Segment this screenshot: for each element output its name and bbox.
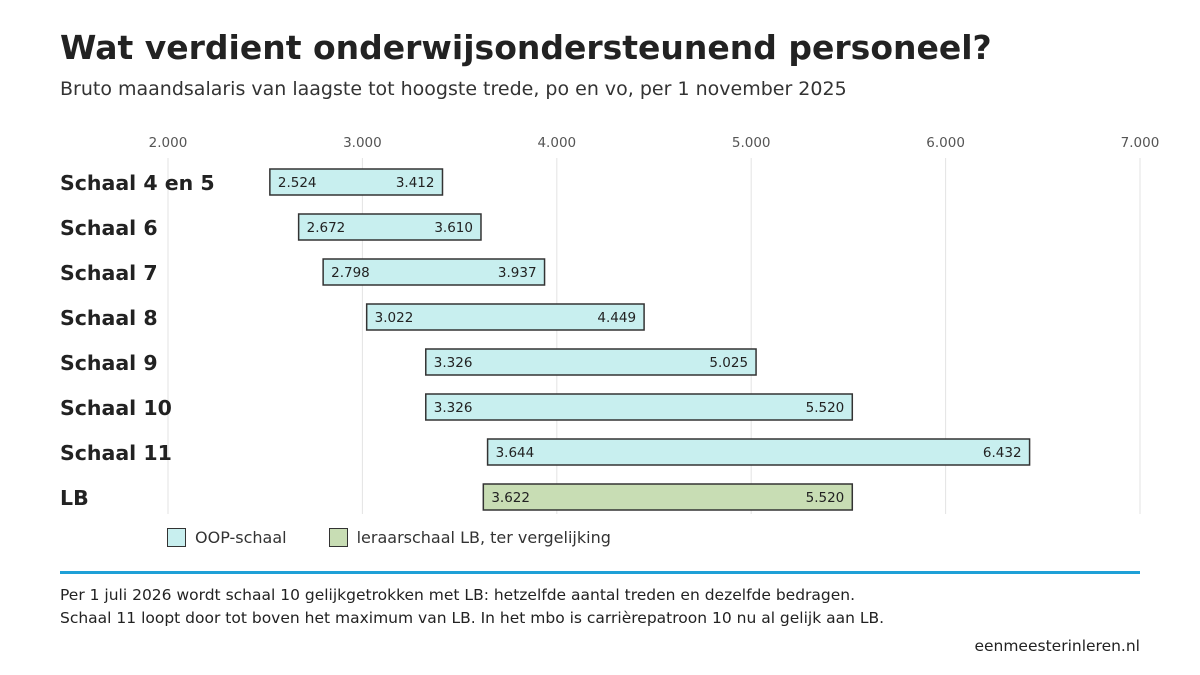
category-label: Schaal 10 xyxy=(60,396,172,420)
range-bar xyxy=(269,168,444,196)
bar-min-label: 2.672 xyxy=(307,220,346,236)
bar-max-label: 5.520 xyxy=(806,490,845,506)
x-tick-label: 5.000 xyxy=(732,135,771,151)
footnote-line-1: Per 1 juli 2026 wordt schaal 10 gelijkge… xyxy=(60,586,856,604)
category-label: LB xyxy=(60,486,89,510)
footnote-line-2: Schaal 11 loopt door tot boven het maxim… xyxy=(60,609,885,627)
bar-max-label: 6.432 xyxy=(983,445,1022,461)
category-label: Schaal 11 xyxy=(60,441,172,465)
bar-max-label: 5.520 xyxy=(806,400,845,416)
legend: OOP-schaal leraarschaal LB, ter vergelij… xyxy=(167,528,653,547)
bar-min-label: 2.524 xyxy=(278,175,317,191)
bar-min-label: 3.644 xyxy=(496,445,535,461)
range-bar-chart: 2.000 3.000 4.000 5.000 6.000 7.000 Schaal 4 e… xyxy=(60,135,1160,514)
range-bar xyxy=(365,303,645,331)
x-tick-label: 6.000 xyxy=(926,135,965,151)
bar-min-label: 3.326 xyxy=(434,355,473,371)
bar-min-label: 3.622 xyxy=(491,490,530,506)
category-label: Schaal 7 xyxy=(60,261,158,285)
bar-min-label: 2.798 xyxy=(331,265,370,281)
legend-label-oop: OOP-schaal xyxy=(195,528,287,547)
range-bar xyxy=(425,393,854,421)
legend-item-oop: OOP-schaal xyxy=(167,528,287,547)
category-label: Schaal 6 xyxy=(60,216,158,240)
source-credit: eenmeesterinleren.nl xyxy=(974,637,1140,655)
bar-max-label: 5.025 xyxy=(709,355,748,371)
x-tick-label: 2.000 xyxy=(149,135,188,151)
bar-max-label: 3.937 xyxy=(498,265,537,281)
category-label: Schaal 4 en 5 xyxy=(60,171,215,195)
legend-item-lb: leraarschaal LB, ter vergelijking xyxy=(328,528,611,547)
category-label: Schaal 8 xyxy=(60,306,158,330)
range-bar xyxy=(425,348,757,376)
bar-max-label: 3.610 xyxy=(434,220,473,236)
bar-max-label: 3.412 xyxy=(396,175,435,191)
legend-label-lb: leraarschaal LB, ter vergelijking xyxy=(356,528,611,547)
chart-subtitle: Bruto maandsalaris van laagste tot hoogs… xyxy=(60,78,847,100)
range-bar xyxy=(486,438,1031,466)
bar-min-label: 3.022 xyxy=(375,310,414,326)
category-label: Schaal 9 xyxy=(60,351,158,375)
x-tick-label: 4.000 xyxy=(537,135,576,151)
legend-swatch-lb xyxy=(328,528,348,547)
range-bar xyxy=(482,483,854,511)
divider-rule xyxy=(60,571,1140,574)
x-tick-label: 7.000 xyxy=(1121,135,1160,151)
legend-swatch-oop xyxy=(167,528,186,547)
bar-min-label: 3.326 xyxy=(434,400,473,416)
x-tick-label: 3.000 xyxy=(343,135,382,151)
range-bar xyxy=(322,258,546,286)
chart-title: Wat verdient onderwijsondersteunend pers… xyxy=(60,28,992,67)
range-bar xyxy=(297,213,482,241)
bar-max-label: 4.449 xyxy=(597,310,636,326)
